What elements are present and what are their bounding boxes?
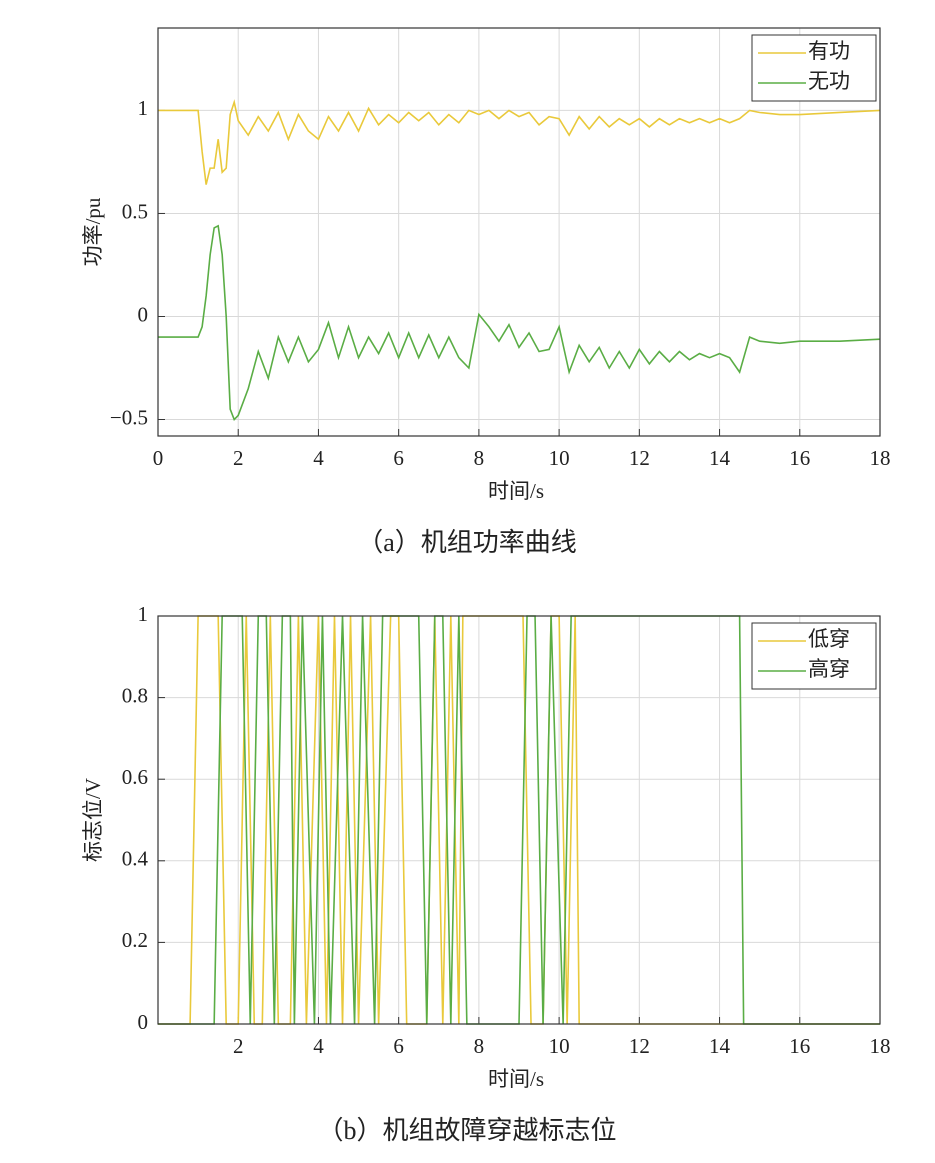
y-tick-label: 0 [138, 1010, 149, 1034]
x-tick-label: 2 [233, 446, 244, 470]
plot-frame [157, 615, 881, 1025]
legend-label: 无功 [808, 69, 850, 93]
x-tick-label: 8 [474, 1034, 485, 1058]
x-tick-label: 10 [549, 446, 570, 470]
x-tick-label: 14 [709, 1034, 731, 1058]
legend-label: 有功 [808, 39, 850, 63]
y-tick-label: 0.2 [122, 928, 148, 952]
x-tick-label: 16 [789, 446, 810, 470]
y-tick-label: 0.6 [122, 765, 148, 789]
x-axis-label: 时间/s [488, 1067, 544, 1091]
caption: （a）机组功率曲线 [357, 528, 577, 557]
x-tick-label: 4 [313, 1034, 324, 1058]
x-tick-label: 10 [549, 1034, 570, 1058]
chart: 0 2 4 6 8 10 12 14 16 18−0.500.51有功无功时间/s功率/pu（a）… [81, 27, 891, 557]
series-line [158, 99, 881, 185]
x-tick-label: 2 [233, 1034, 244, 1058]
y-tick-label: 0.4 [122, 847, 149, 871]
x-tick-label: 14 [709, 446, 731, 470]
y-axis-label: 标志位/V [81, 778, 105, 862]
y-tick-label: −0.5 [110, 405, 148, 429]
x-axis-label: 时间/s [488, 479, 544, 503]
x-tick-label: 12 [629, 1034, 650, 1058]
x-tick-label: 18 [870, 446, 891, 470]
y-tick-label: 0 [138, 302, 149, 326]
x-tick-label: 6 [393, 446, 404, 470]
x-tick-label: 18 [870, 1034, 891, 1058]
series-line [158, 224, 881, 421]
y-tick-label: 0.5 [122, 199, 148, 223]
y-tick-label: 1 [138, 602, 149, 626]
legend-label: 低穿 [808, 627, 850, 651]
legend-box [751, 34, 877, 102]
x-tick-label: 16 [789, 1034, 810, 1058]
legend-box [751, 622, 877, 690]
x-tick-label: 0 [153, 446, 164, 470]
x-tick-label: 4 [313, 446, 324, 470]
x-tick-label: 6 [393, 1034, 404, 1058]
caption: （b）机组故障穿越标志位 [317, 1116, 616, 1145]
y-tick-label: 1 [138, 96, 149, 120]
y-tick-label: 0.8 [122, 683, 148, 707]
plot-frame [157, 27, 881, 437]
x-tick-label: 8 [474, 446, 485, 470]
y-axis-label: 功率/pu [81, 197, 105, 266]
legend-label: 高穿 [808, 657, 850, 681]
x-tick-label: 12 [629, 446, 650, 470]
